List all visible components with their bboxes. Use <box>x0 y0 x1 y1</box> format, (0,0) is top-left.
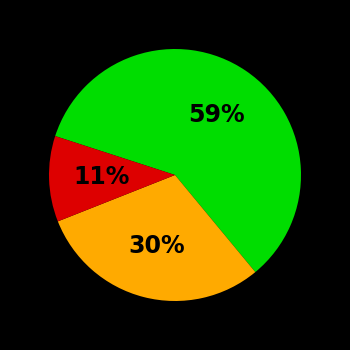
Wedge shape <box>55 49 301 272</box>
Text: 59%: 59% <box>188 103 244 127</box>
Wedge shape <box>58 175 255 301</box>
Wedge shape <box>49 136 175 222</box>
Text: 11%: 11% <box>74 165 130 189</box>
Text: 30%: 30% <box>128 234 185 258</box>
